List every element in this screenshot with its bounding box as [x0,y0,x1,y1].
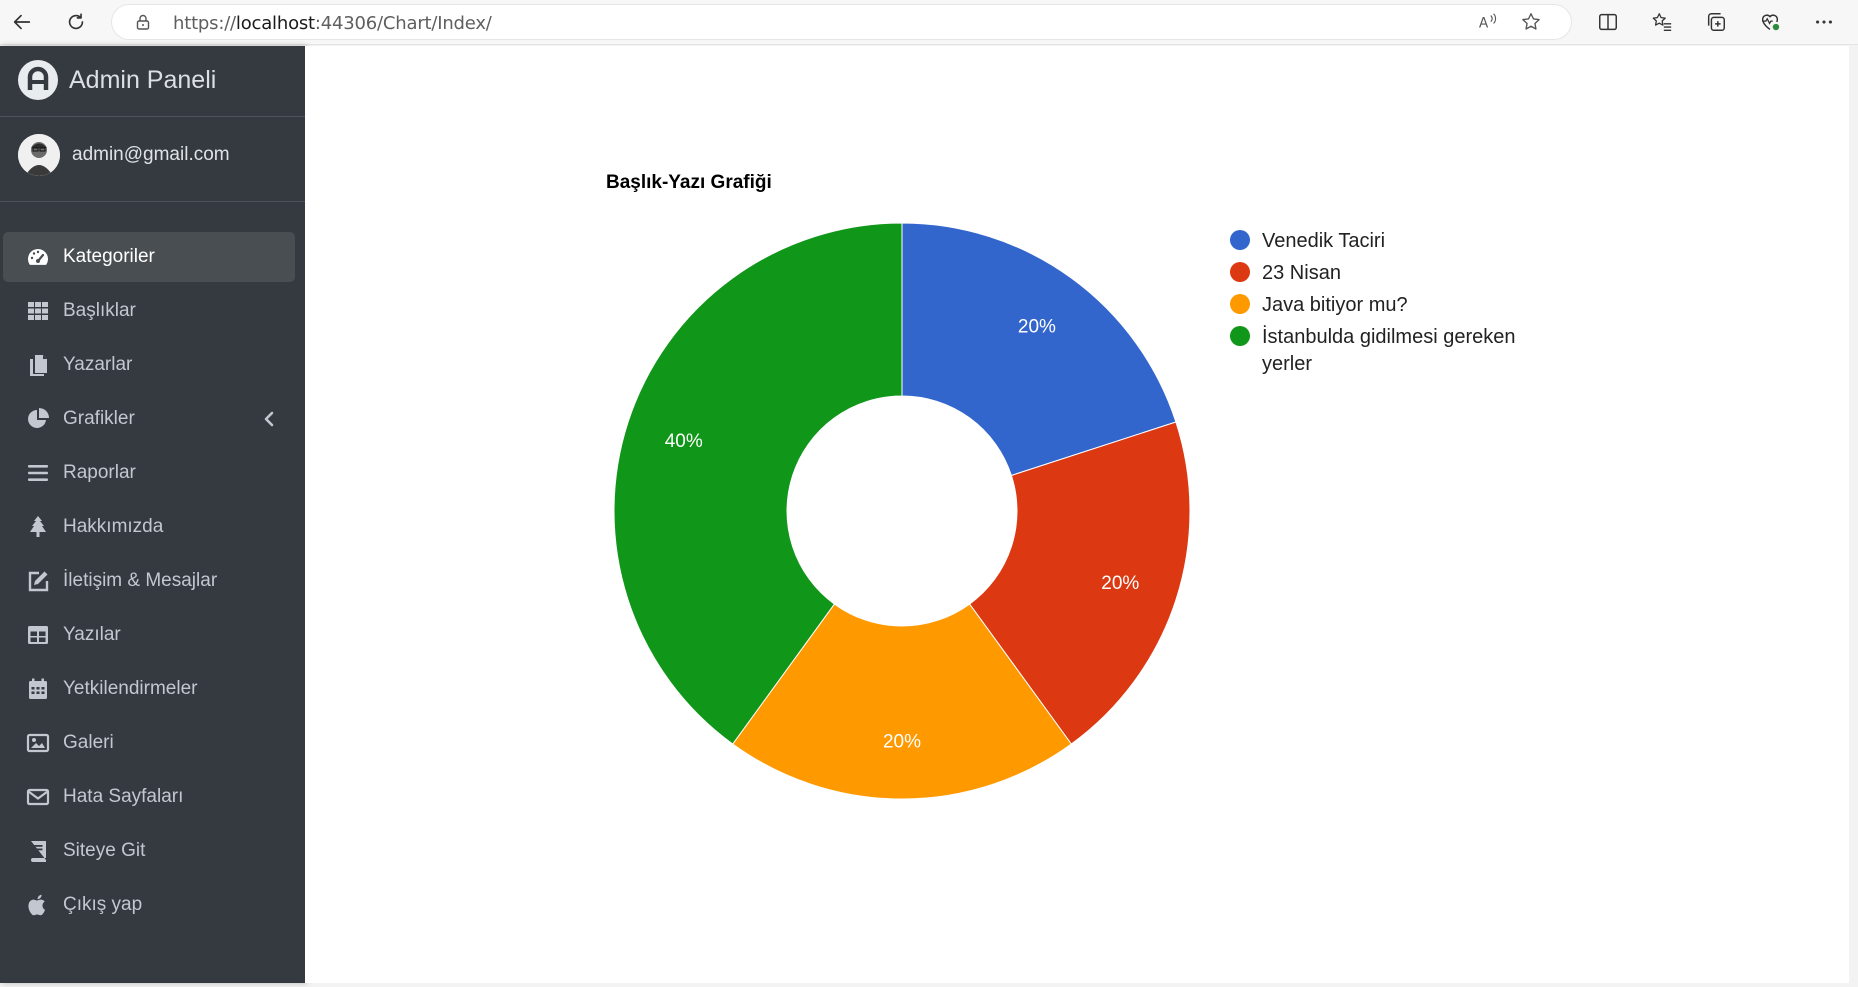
book-icon [26,839,50,863]
legend-label: Venedik Taciri [1262,230,1385,252]
heart-pulse-icon [1761,14,1780,31]
sidebar-item-yazilar[interactable]: Yazılar [3,610,295,660]
sidebar-item-kategoriler[interactable]: Kategoriler [3,232,295,282]
sidebar-item-siteye-git[interactable]: Siteye Git [3,826,295,876]
more-menu-button[interactable] [1807,6,1841,38]
brand-logo [18,60,58,100]
window-edge [1849,46,1858,983]
browser-toolbar: https://localhost:44306/Chart/Index/ A [0,0,1858,45]
collections-icon [1707,13,1725,31]
apple-icon [26,893,50,917]
favorites-list-icon [1652,13,1672,31]
slice-value-label: 20% [883,732,921,753]
back-button[interactable] [5,6,39,38]
url-text: https://localhost:44306/Chart/Index/ [173,13,492,34]
refresh-button[interactable] [59,6,93,38]
lock-icon [136,14,150,30]
sidebar-item-label: Başlıklar [63,300,136,321]
favorite-star-icon[interactable] [1520,11,1542,33]
sidebar-item-basliklar[interactable]: Başlıklar [3,286,295,336]
tachometer-icon [26,245,50,269]
sidebar-item-label: Galeri [63,732,114,753]
edit-icon [26,569,50,593]
calendar-icon [26,677,50,701]
sidebar-item-galeri[interactable]: Galeri [3,718,295,768]
tree-icon [26,515,50,539]
sidebar-item-label: Hakkımızda [63,516,164,537]
svg-text:A: A [1479,16,1489,32]
address-bar[interactable]: https://localhost:44306/Chart/Index/ A [112,5,1571,39]
legend-swatch [1230,262,1250,282]
chart-slices [613,222,1191,800]
user-avatar-icon [18,134,60,176]
read-aloud-icon[interactable]: A [1477,11,1499,33]
sidebar-item-hata-sayfalari[interactable]: Hata Sayfaları [3,772,295,822]
sidebar-item-label: Raporlar [63,462,136,483]
legend-swatch [1230,294,1250,314]
copy-icon [26,353,50,377]
sidebar-item-label: Çıkış yap [63,894,143,915]
chart-slice-labels: 20% 20% 20% 40% [665,316,1140,752]
sidebar-item-label: İletişim & Mesajlar [63,570,218,591]
split-screen-button[interactable] [1591,6,1625,38]
sidebar-item-label: Yetkilendirmeler [63,678,198,699]
brand-text: Admin Paneli [69,66,217,94]
slice-value-label: 40% [665,431,703,452]
sidebar-item-label: Grafikler [63,408,135,429]
image-icon [26,731,50,755]
pie-slice[interactable] [732,603,1072,800]
pie-slice[interactable] [613,222,903,745]
sidebar-item-raporlar[interactable]: Raporlar [3,448,295,498]
envelope-icon [26,785,50,809]
slice-value-label: 20% [1101,573,1139,594]
main-content: Başlık-Yazı Grafiği 20% 20% 20% 40% Venedik… [305,46,1849,983]
bars-icon [26,461,50,485]
url-host: localhost [235,13,315,34]
sidebar-item-label: Kategoriler [63,246,155,267]
back-arrow-icon [13,14,31,30]
chart-title: Başlık-Yazı Grafiği [606,172,772,193]
sidebar-item-grafikler[interactable]: Grafikler [3,394,295,444]
donut-chart: Başlık-Yazı Grafiği 20% 20% 20% 40% Venedik… [606,172,1516,800]
legend-label: İstanbulda gidilmesi gereken yerler [1262,325,1516,375]
sidebar-item-label: Hata Sayfaları [63,786,184,807]
legend-label: 23 Nisan [1262,262,1341,284]
avatar [18,134,60,176]
user-panel[interactable]: admin@gmail.com [0,117,305,202]
legend-swatch [1230,326,1250,346]
legend-swatch [1230,230,1250,250]
url-prefix: https:// [173,13,236,34]
pie-slice[interactable] [968,421,1191,745]
sidebar-item-iletisim[interactable]: İletişim & Mesajlar [3,556,295,606]
slice-value-label: 20% [1018,316,1056,337]
sidebar-item-label: Yazılar [63,624,121,645]
table-icon [26,623,50,647]
chart-legend: Venedik Taciri 23 Nisan Java bitiyor mu? İs… [1230,230,1516,375]
sidebar: Admin Paneli admin@gmail.com Kategoriler… [0,46,305,983]
browser-essentials-button[interactable] [1753,6,1787,38]
sidebar-item-cikis-yap[interactable]: Çıkış yap [3,880,295,930]
user-email: admin@gmail.com [72,144,230,165]
favorites-button[interactable] [1645,6,1679,38]
legend-label: Java bitiyor mu? [1262,294,1408,316]
grid-icon [26,299,50,323]
url-path: :44306/Chart/Index/ [314,13,492,34]
refresh-icon [68,13,84,30]
sidebar-item-label: Siteye Git [63,840,146,861]
brand-link[interactable]: Admin Paneli [0,46,305,117]
brand-logo-icon [27,66,49,90]
sidebar-item-yetkilendirmeler[interactable]: Yetkilendirmeler [3,664,295,714]
chevron-left-icon [264,411,274,427]
sidebar-item-yazarlar[interactable]: Yazarlar [3,340,295,390]
collections-button[interactable] [1699,6,1733,38]
pie-slice[interactable] [901,222,1177,477]
sidebar-item-label: Yazarlar [63,354,133,375]
sidebar-item-hakkimizda[interactable]: Hakkımızda [3,502,295,552]
pie-chart-icon [26,407,50,431]
more-dots-icon [1816,20,1832,24]
split-screen-icon [1599,13,1617,31]
